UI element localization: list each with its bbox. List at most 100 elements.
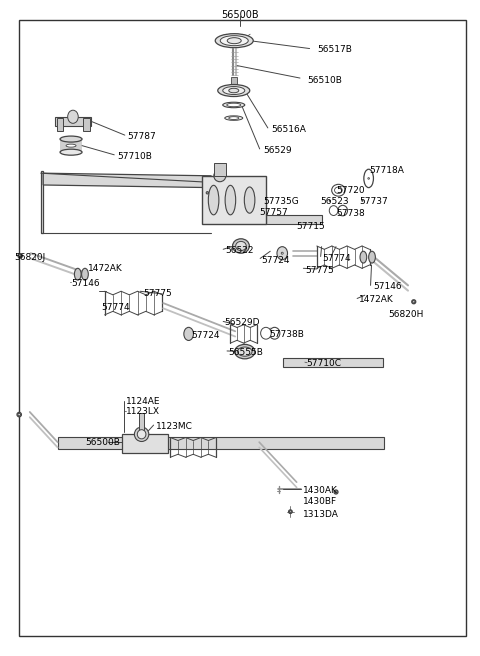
Ellipse shape xyxy=(332,184,345,196)
Ellipse shape xyxy=(60,149,82,155)
Text: 56820J: 56820J xyxy=(14,253,46,262)
Bar xyxy=(283,358,383,367)
Bar xyxy=(202,176,266,224)
Ellipse shape xyxy=(60,136,82,142)
Bar xyxy=(60,139,82,152)
Text: 57724: 57724 xyxy=(262,256,290,265)
Ellipse shape xyxy=(68,110,78,123)
Bar xyxy=(83,118,90,131)
Text: 57774: 57774 xyxy=(323,254,351,263)
Bar xyxy=(122,434,168,453)
Circle shape xyxy=(412,300,415,303)
Text: 57146: 57146 xyxy=(71,279,100,288)
Text: 56517B: 56517B xyxy=(317,45,352,54)
Text: 56510B: 56510B xyxy=(307,75,342,85)
Ellipse shape xyxy=(238,347,252,356)
Bar xyxy=(231,77,237,85)
Ellipse shape xyxy=(269,327,280,339)
Ellipse shape xyxy=(229,117,239,119)
Text: 56500B: 56500B xyxy=(85,438,120,447)
Ellipse shape xyxy=(218,85,250,96)
Text: 57710B: 57710B xyxy=(118,152,153,161)
Text: 1430AK: 1430AK xyxy=(303,486,338,495)
Ellipse shape xyxy=(214,170,226,182)
Ellipse shape xyxy=(232,239,250,253)
Circle shape xyxy=(362,200,363,201)
Text: 56820H: 56820H xyxy=(388,310,423,319)
Bar xyxy=(41,171,43,233)
Text: 56522: 56522 xyxy=(226,246,254,255)
Text: 1313DA: 1313DA xyxy=(303,510,339,519)
Circle shape xyxy=(17,413,22,417)
Bar xyxy=(266,215,322,224)
Circle shape xyxy=(334,490,338,494)
Text: 57787: 57787 xyxy=(127,132,156,141)
Text: 57720: 57720 xyxy=(336,186,365,195)
Ellipse shape xyxy=(227,37,241,44)
Text: 56529: 56529 xyxy=(263,146,292,155)
Ellipse shape xyxy=(184,327,193,340)
Text: 57146: 57146 xyxy=(373,282,402,291)
Ellipse shape xyxy=(338,205,348,216)
Ellipse shape xyxy=(229,89,239,92)
Text: 57775: 57775 xyxy=(143,289,172,298)
Ellipse shape xyxy=(364,169,373,188)
Circle shape xyxy=(281,252,283,255)
Circle shape xyxy=(18,254,23,258)
Ellipse shape xyxy=(82,268,88,280)
Ellipse shape xyxy=(261,327,271,339)
Ellipse shape xyxy=(134,427,149,441)
Ellipse shape xyxy=(215,33,253,48)
Text: 57775: 57775 xyxy=(306,266,335,275)
Text: 57738B: 57738B xyxy=(270,330,305,339)
Text: 57737: 57737 xyxy=(359,197,388,206)
Circle shape xyxy=(335,491,337,493)
Text: 56555B: 56555B xyxy=(228,348,263,358)
Text: 1430BF: 1430BF xyxy=(303,497,337,506)
Ellipse shape xyxy=(235,344,255,359)
Circle shape xyxy=(289,510,291,513)
Ellipse shape xyxy=(227,103,241,107)
Polygon shape xyxy=(43,173,211,188)
Ellipse shape xyxy=(208,185,219,215)
Bar xyxy=(139,413,144,430)
Ellipse shape xyxy=(223,102,245,108)
Bar xyxy=(57,118,63,131)
Text: 57757: 57757 xyxy=(259,208,288,217)
Ellipse shape xyxy=(277,247,288,260)
Ellipse shape xyxy=(225,116,243,120)
Circle shape xyxy=(206,192,208,194)
Bar xyxy=(214,163,226,176)
Text: 57774: 57774 xyxy=(101,302,130,312)
Text: 57724: 57724 xyxy=(191,331,219,340)
Circle shape xyxy=(18,413,21,416)
Bar xyxy=(55,117,91,126)
Text: 57715: 57715 xyxy=(297,222,325,232)
Circle shape xyxy=(288,510,292,514)
Text: 57735G: 57735G xyxy=(263,197,299,206)
Text: 1472AK: 1472AK xyxy=(88,264,122,274)
Circle shape xyxy=(412,300,416,304)
Text: 57710C: 57710C xyxy=(306,359,341,368)
Ellipse shape xyxy=(360,251,367,263)
Ellipse shape xyxy=(137,430,146,439)
Ellipse shape xyxy=(236,241,246,251)
Text: 57738: 57738 xyxy=(336,209,365,218)
Ellipse shape xyxy=(220,35,248,46)
Text: 1123LX: 1123LX xyxy=(126,407,160,416)
Text: 57718A: 57718A xyxy=(370,166,405,175)
Text: 1124AE: 1124AE xyxy=(126,397,160,406)
Ellipse shape xyxy=(329,205,338,215)
Circle shape xyxy=(19,255,22,257)
Ellipse shape xyxy=(223,87,245,94)
Ellipse shape xyxy=(74,268,81,280)
Text: 56529D: 56529D xyxy=(225,318,260,327)
Ellipse shape xyxy=(335,187,342,194)
Text: 56500B: 56500B xyxy=(221,10,259,20)
Ellipse shape xyxy=(369,251,375,263)
Circle shape xyxy=(368,178,370,179)
Ellipse shape xyxy=(225,185,236,215)
Ellipse shape xyxy=(244,187,255,213)
Bar xyxy=(58,437,384,449)
Text: 56523: 56523 xyxy=(321,197,349,206)
